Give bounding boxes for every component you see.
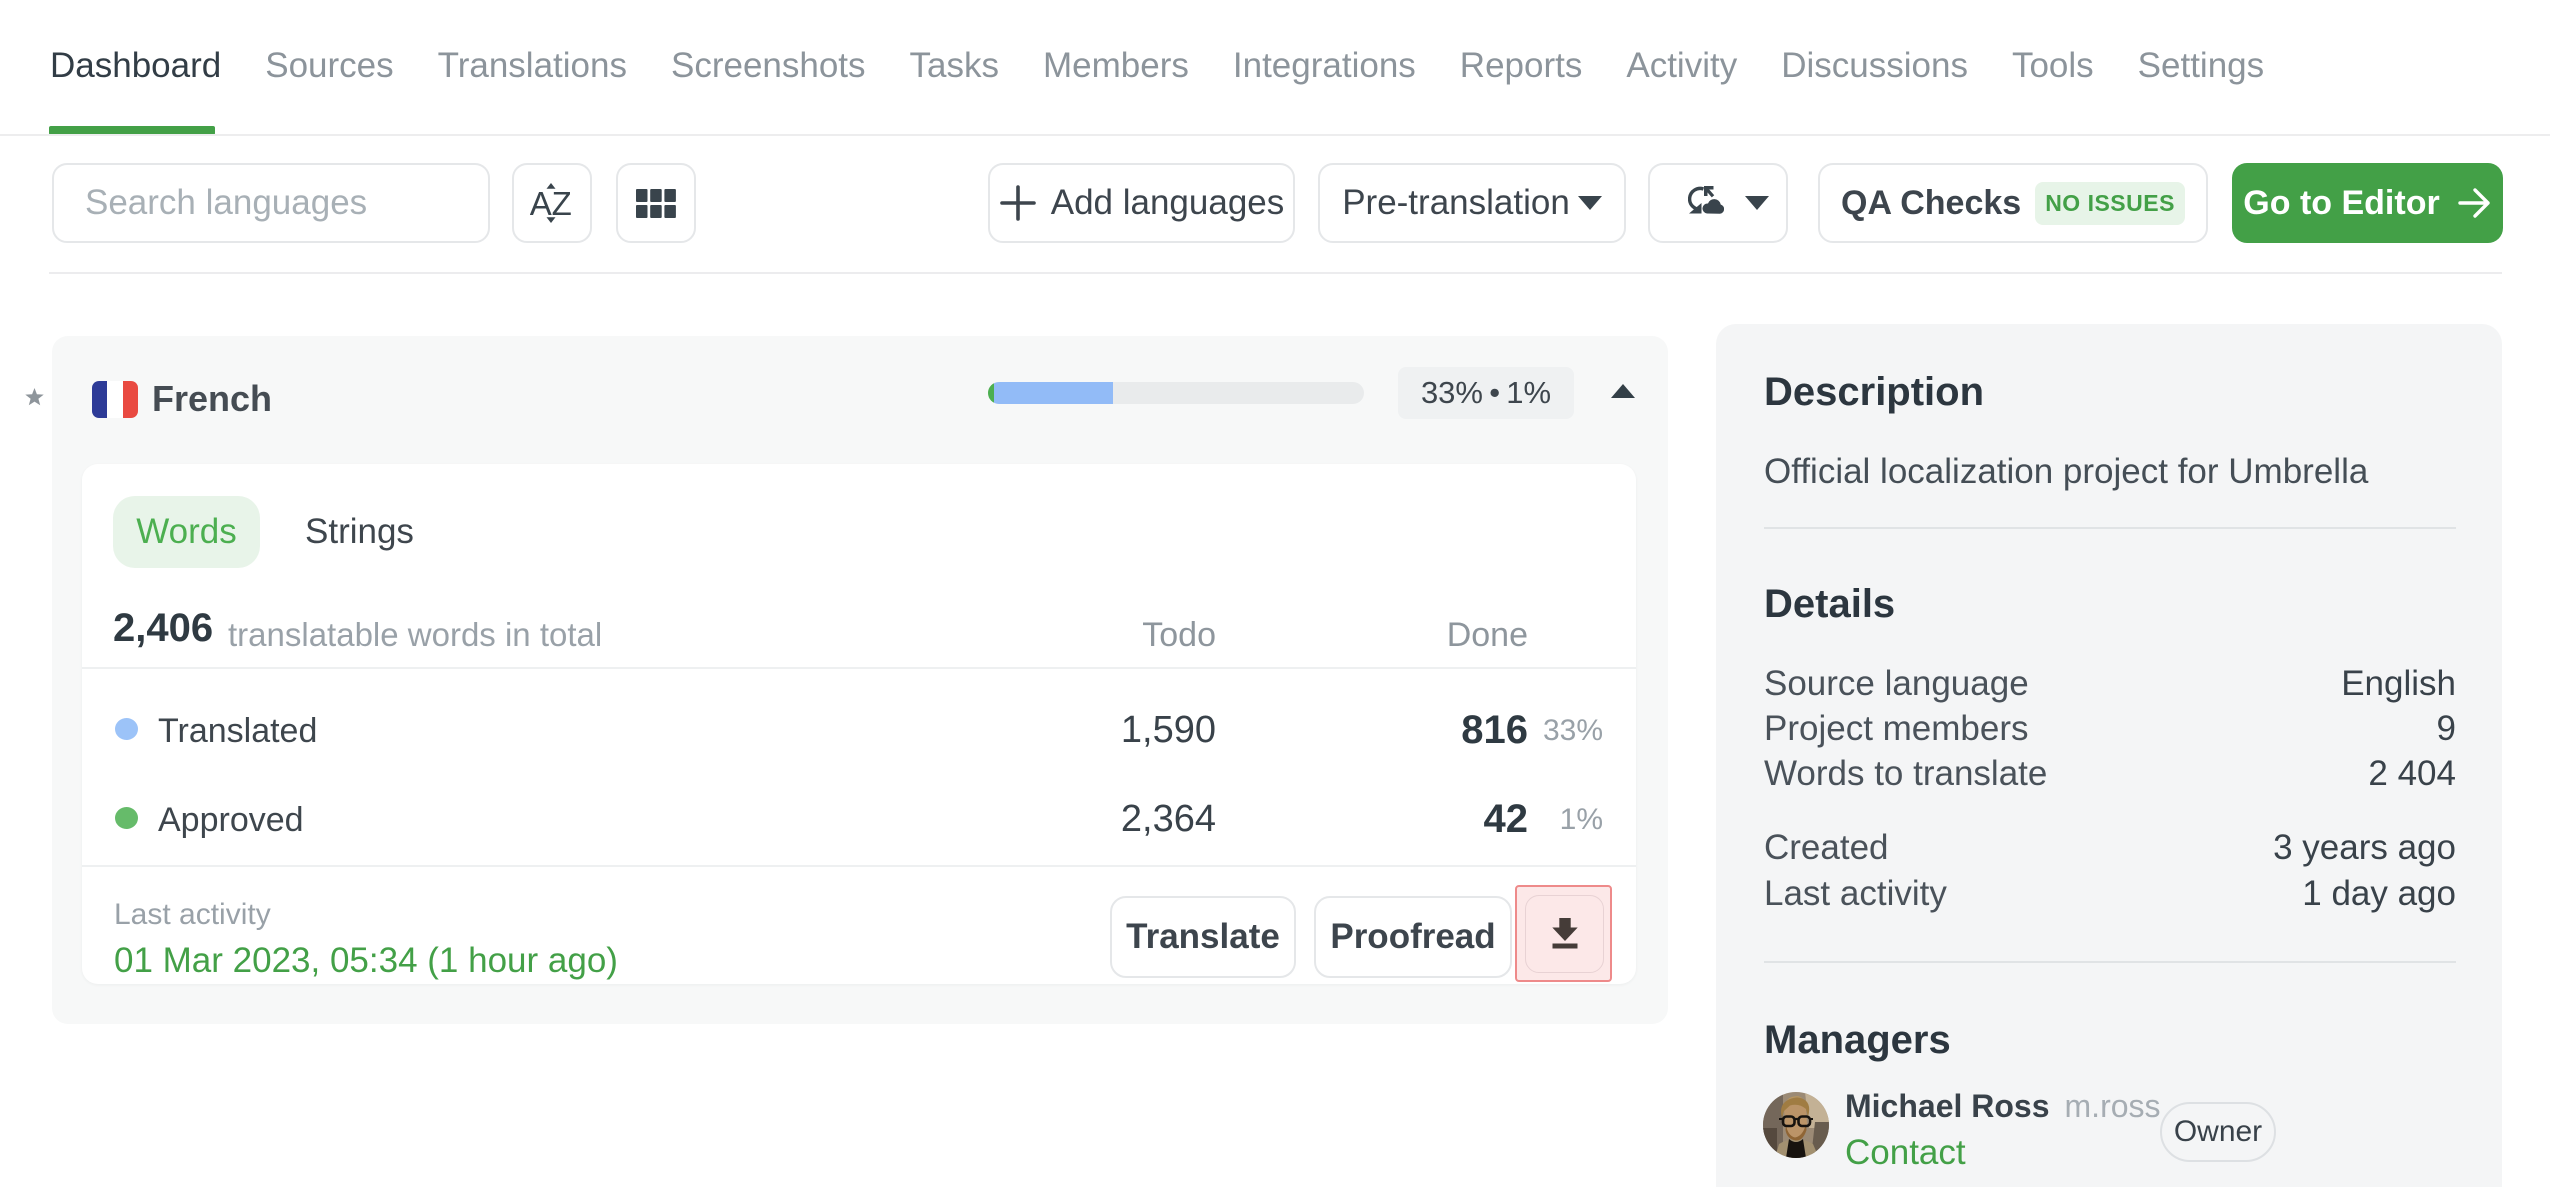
svg-text:Z: Z [552, 185, 572, 222]
svg-text:A: A [530, 185, 552, 222]
